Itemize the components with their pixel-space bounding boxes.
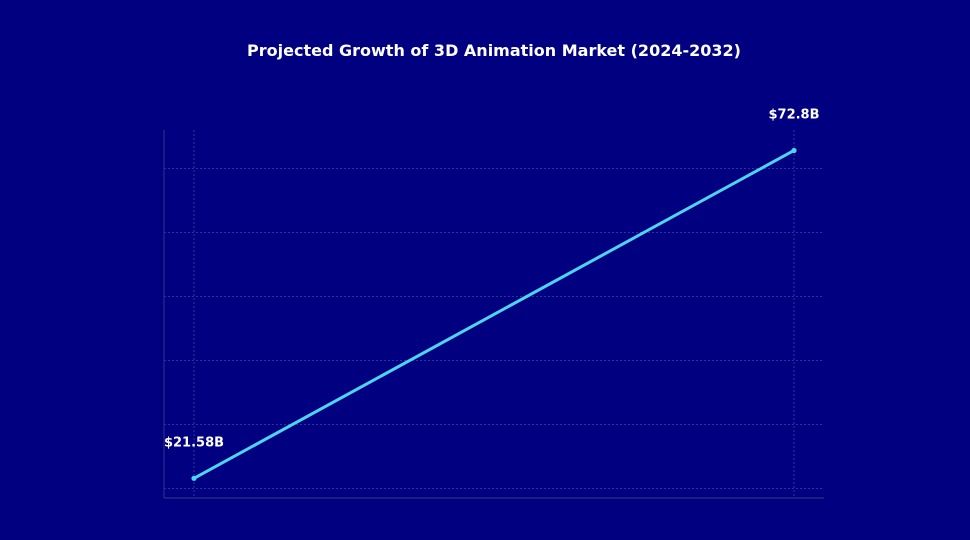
plot-area: $21.58B $72.8B <box>163 107 824 499</box>
series-line-0 <box>192 148 796 480</box>
data-point-1 <box>791 147 797 154</box>
gridlines <box>164 130 824 498</box>
data-labels: $21.58B $72.8B <box>164 107 820 450</box>
data-label-0: $21.58B <box>164 435 224 450</box>
chart-title: Projected Growth of 3D Animation Market … <box>247 41 741 60</box>
series-group <box>191 147 797 481</box>
data-point-0 <box>191 475 197 481</box>
data-label-1: $72.8B <box>768 107 819 122</box>
